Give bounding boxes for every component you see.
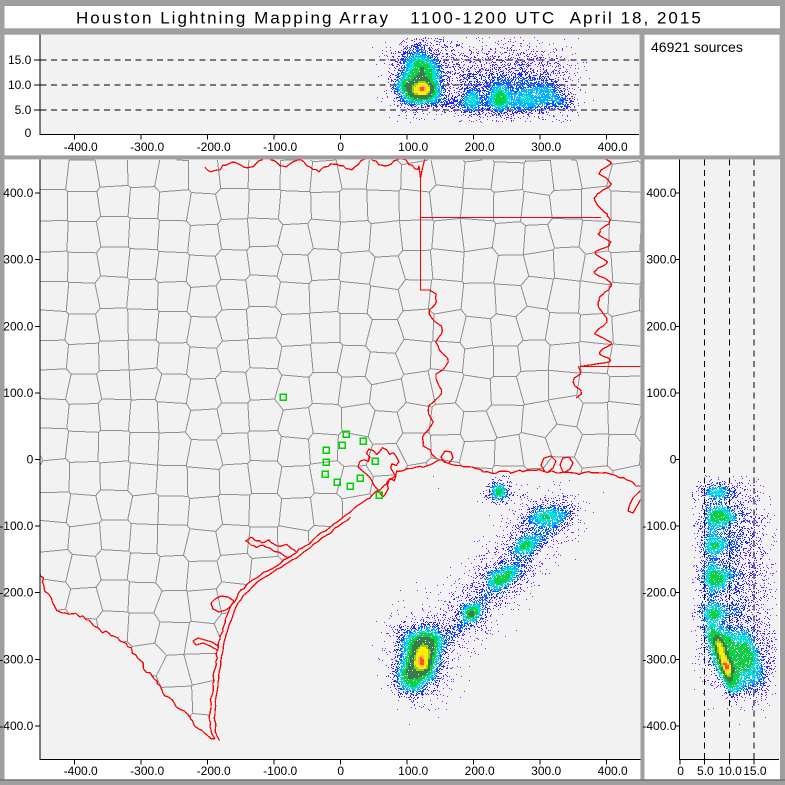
svg-text:-200.0: -200.0 <box>197 140 231 154</box>
svg-text:-400.0: -400.0 <box>64 140 98 154</box>
svg-text:400.0: 400.0 <box>598 764 628 778</box>
svg-text:-100.0: -100.0 <box>0 519 34 533</box>
svg-text:100.0: 100.0 <box>398 764 428 778</box>
svg-text:400.0: 400.0 <box>598 140 628 154</box>
svg-text:100.0: 100.0 <box>398 140 428 154</box>
svg-text:46921 sources: 46921 sources <box>651 39 743 55</box>
svg-text:5.0: 5.0 <box>15 103 32 117</box>
svg-text:-300.0: -300.0 <box>642 652 676 666</box>
svg-text:0: 0 <box>337 140 344 154</box>
svg-text:-100.0: -100.0 <box>642 519 676 533</box>
svg-text:-300.0: -300.0 <box>0 652 34 666</box>
svg-text:300.0: 300.0 <box>531 764 561 778</box>
svg-text:-400.0: -400.0 <box>64 764 98 778</box>
svg-text:-200.0: -200.0 <box>0 586 34 600</box>
svg-text:0: 0 <box>25 126 32 140</box>
svg-text:200.0: 200.0 <box>646 319 676 333</box>
svg-text:-200.0: -200.0 <box>197 764 231 778</box>
svg-text:-300.0: -300.0 <box>130 764 164 778</box>
svg-text:400.0: 400.0 <box>646 186 676 200</box>
svg-text:-100.0: -100.0 <box>263 140 297 154</box>
svg-text:-100.0: -100.0 <box>263 764 297 778</box>
svg-text:200.0: 200.0 <box>3 319 33 333</box>
svg-text:0: 0 <box>337 764 344 778</box>
svg-text:Houston Lightning Mapping Arra: Houston Lightning Mapping Array 1100-120… <box>76 9 703 28</box>
svg-text:15.0: 15.0 <box>8 53 32 67</box>
svg-text:-200.0: -200.0 <box>642 586 676 600</box>
svg-text:0: 0 <box>670 453 677 467</box>
svg-text:100.0: 100.0 <box>3 386 33 400</box>
svg-text:-300.0: -300.0 <box>130 140 164 154</box>
svg-text:5.0: 5.0 <box>697 764 714 778</box>
svg-text:10.0: 10.0 <box>718 764 742 778</box>
svg-text:-400.0: -400.0 <box>0 719 34 733</box>
svg-text:300.0: 300.0 <box>3 253 33 267</box>
svg-text:200.0: 200.0 <box>465 140 495 154</box>
svg-text:300.0: 300.0 <box>531 140 561 154</box>
svg-text:0: 0 <box>27 453 34 467</box>
svg-text:400.0: 400.0 <box>3 186 33 200</box>
svg-text:0: 0 <box>677 764 684 778</box>
svg-text:-400.0: -400.0 <box>642 719 676 733</box>
svg-text:15.0: 15.0 <box>743 764 767 778</box>
svg-text:100.0: 100.0 <box>646 386 676 400</box>
svg-text:10.0: 10.0 <box>8 78 32 92</box>
svg-text:300.0: 300.0 <box>646 253 676 267</box>
svg-text:200.0: 200.0 <box>465 764 495 778</box>
